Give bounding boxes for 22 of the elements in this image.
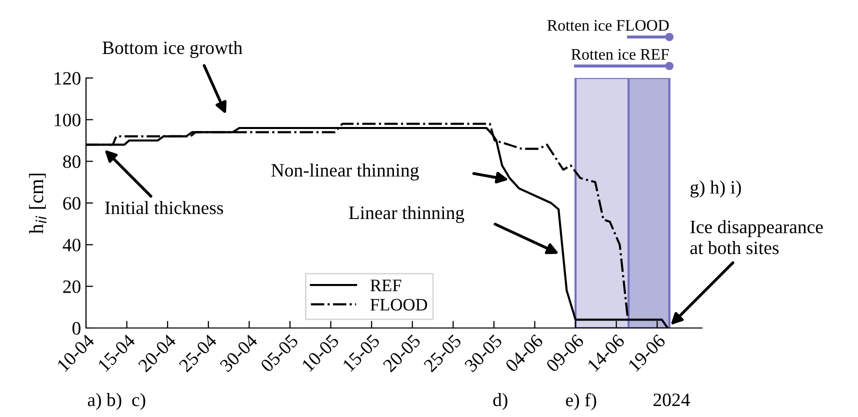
band-label: Rotten ice REF	[571, 49, 669, 60]
y-tick-label: 20	[63, 280, 80, 294]
y-tick-label: 120	[54, 72, 80, 85]
band-label: Rotten ice FLOOD	[547, 20, 669, 31]
annotation: Initial thickness	[105, 200, 224, 214]
text: 2024	[654, 394, 690, 406]
y-axis-title: h$_{ii}$ [cm]	[29, 174, 46, 234]
y-tick-label: 60	[63, 197, 80, 210]
annotation: g) h) i)	[690, 180, 741, 198]
y-tick-label: 100	[54, 114, 80, 126]
legend-label: FLOOD	[370, 298, 428, 311]
y-tick-label: 80	[63, 155, 80, 168]
legend-label: REF	[370, 280, 402, 292]
text: e) f)	[566, 393, 596, 410]
text: d)	[493, 393, 508, 410]
text: a) b) c)	[88, 393, 146, 410]
text: Bottom ice growth	[102, 40, 242, 58]
annotation: Non-linear thinning	[271, 163, 419, 180]
annotation: Ice disappearance at both sites	[690, 220, 823, 254]
y-tick-label: 0	[72, 322, 80, 335]
y-tick-label: 40	[62, 238, 80, 252]
annotation: Linear thinning	[348, 206, 464, 223]
